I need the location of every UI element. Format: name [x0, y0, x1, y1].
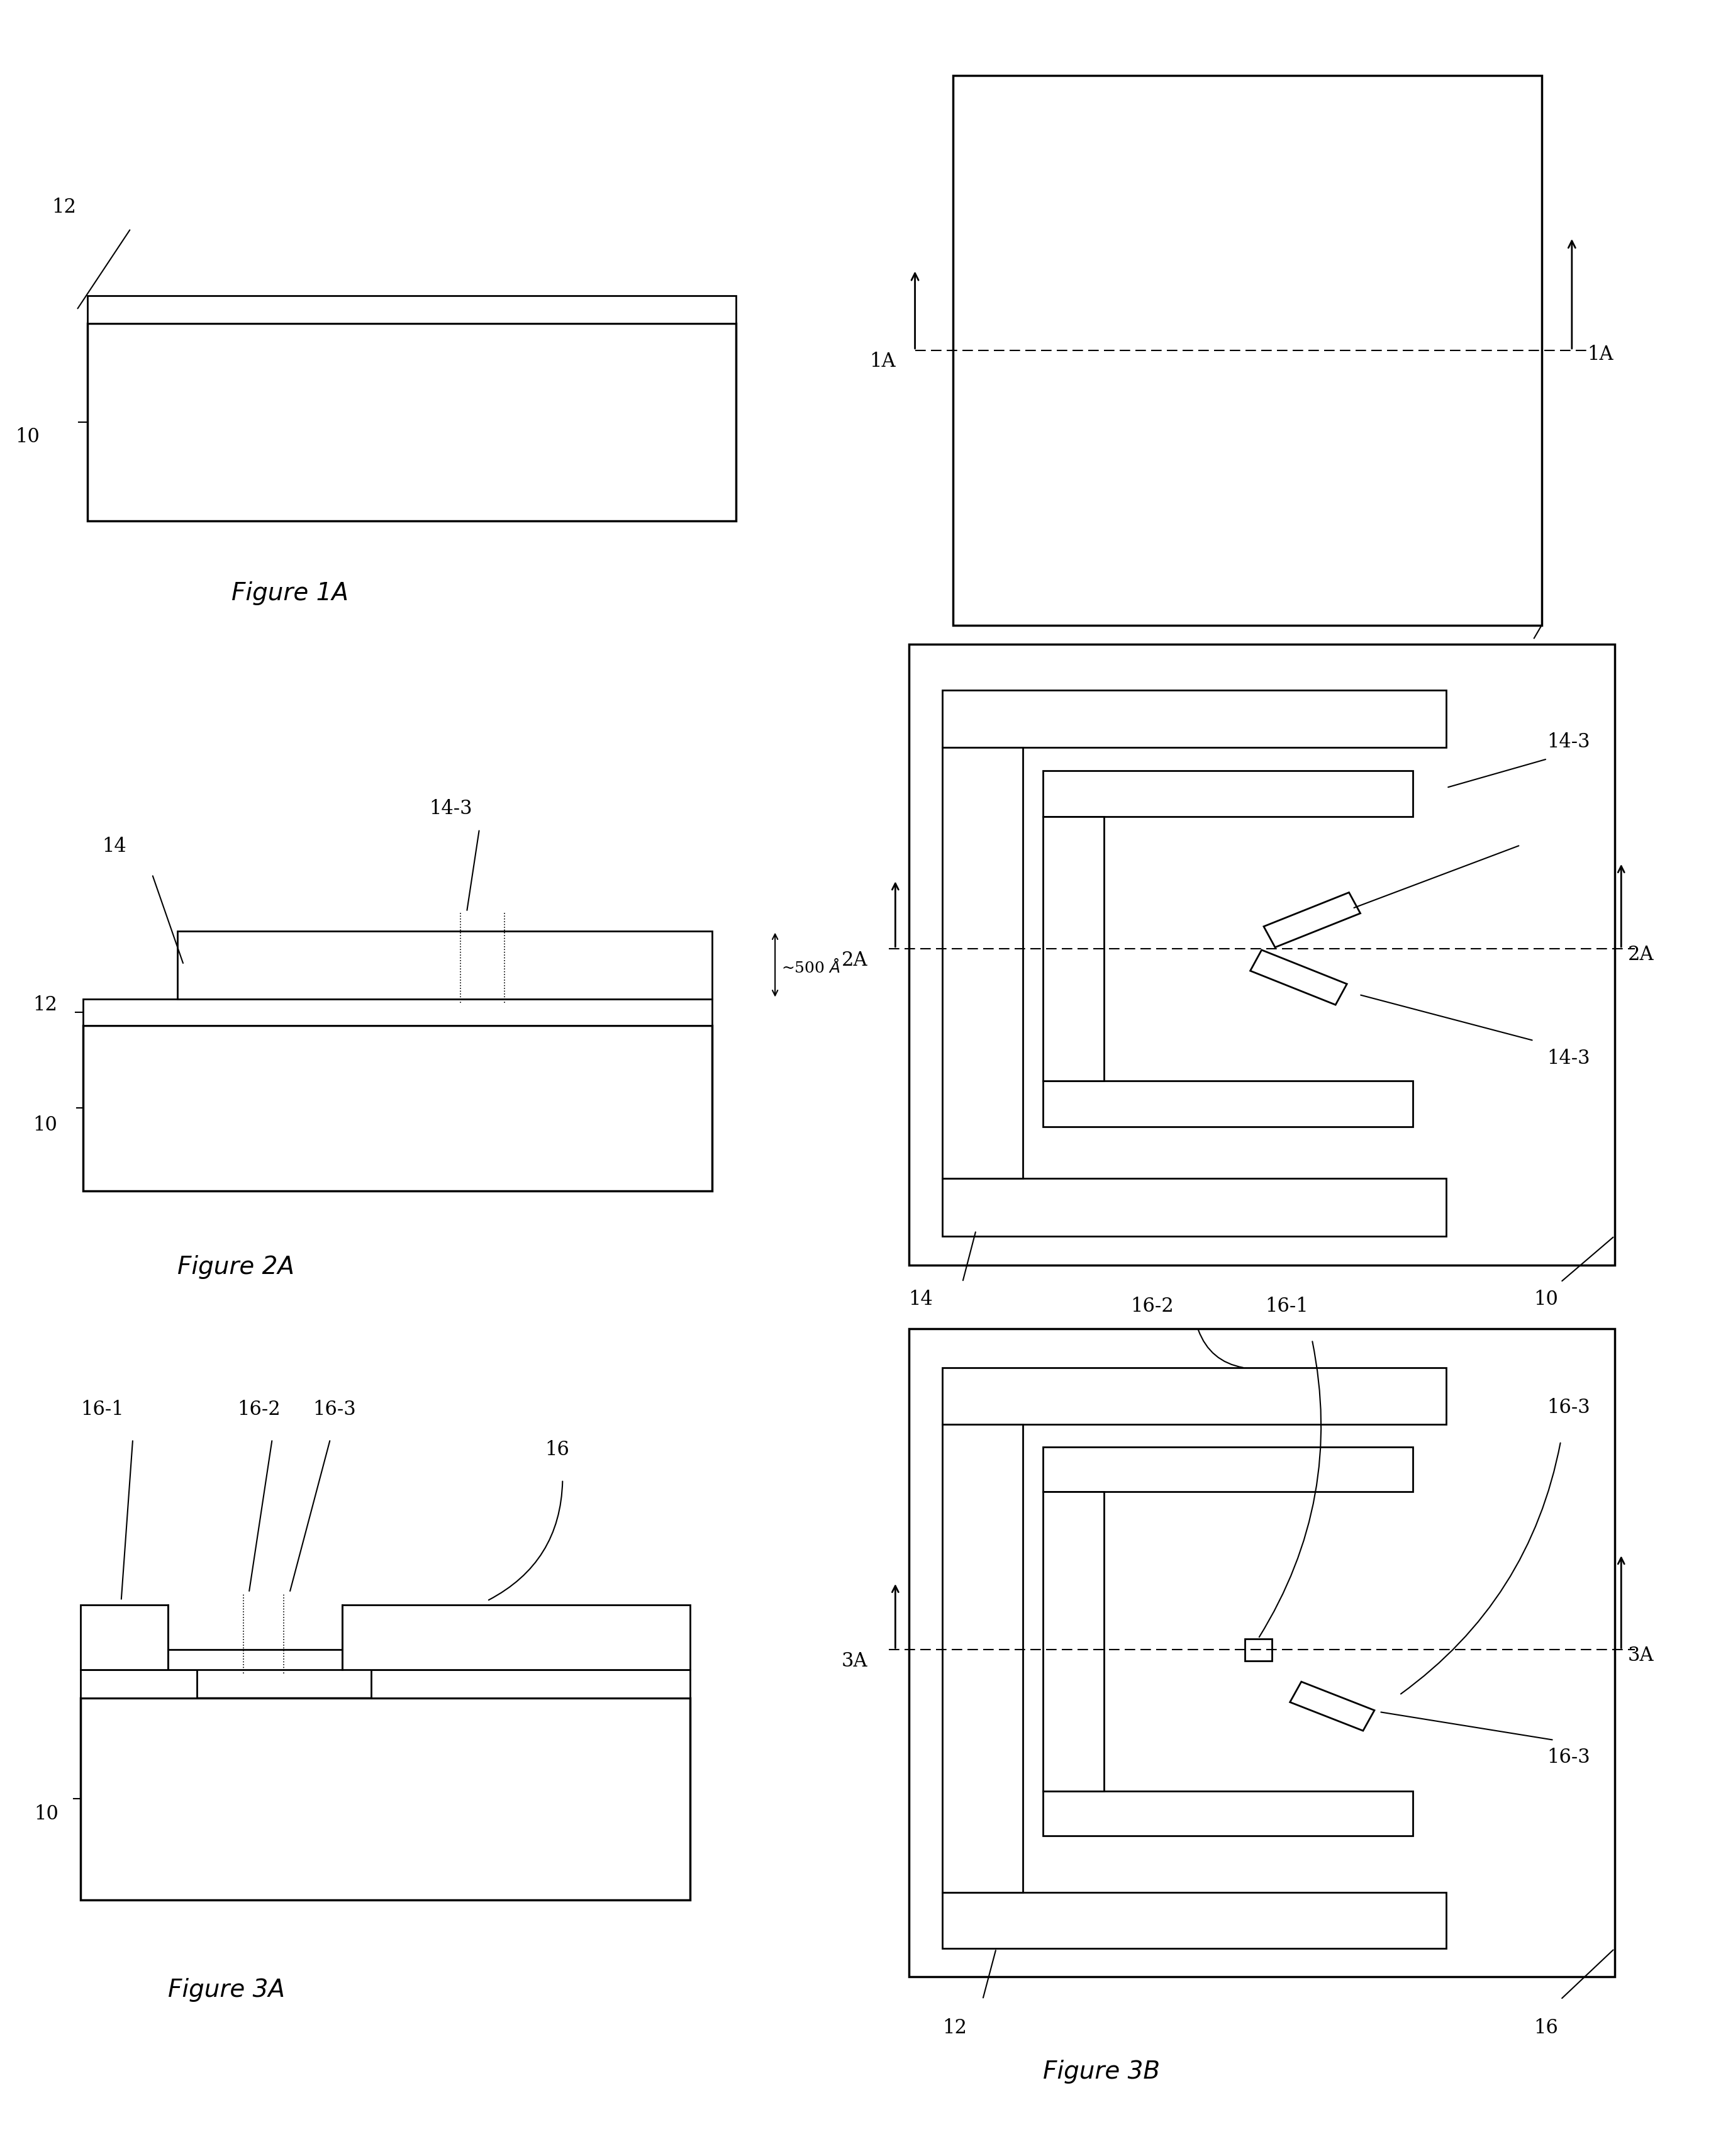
- Text: 16-1: 16-1: [81, 1399, 124, 1419]
- Text: 2A: 2A: [841, 951, 868, 970]
- Bar: [942, 690, 1447, 748]
- Text: 14-3: 14-3: [1548, 1048, 1591, 1067]
- Bar: [952, 75, 1541, 625]
- Bar: [177, 931, 712, 998]
- Text: 10: 10: [34, 1805, 58, 1824]
- Bar: [1043, 1492, 1103, 1792]
- Text: 12: 12: [51, 198, 76, 218]
- Text: Figure 1B: Figure 1B: [1043, 722, 1160, 746]
- Text: 16-3: 16-3: [1548, 1397, 1591, 1416]
- Text: 16-3: 16-3: [1548, 1749, 1591, 1768]
- Bar: [942, 1893, 1447, 1949]
- Text: 16-2: 16-2: [1131, 1296, 1174, 1315]
- Text: 3A: 3A: [841, 1651, 868, 1671]
- Text: 16: 16: [1534, 2018, 1558, 2037]
- Bar: [942, 1425, 1023, 1893]
- Text: Figure 3A: Figure 3A: [168, 1977, 285, 2003]
- Bar: [1043, 770, 1412, 817]
- Bar: [81, 1604, 168, 1669]
- Bar: [82, 998, 712, 1026]
- Text: 12: 12: [1481, 655, 1505, 675]
- Bar: [88, 295, 736, 323]
- Bar: [81, 1699, 690, 1899]
- Bar: [942, 748, 1023, 1179]
- Bar: [82, 1024, 712, 1190]
- Text: 12: 12: [33, 994, 57, 1015]
- Bar: [1244, 1639, 1272, 1660]
- Bar: [88, 323, 736, 522]
- Bar: [1043, 817, 1103, 1080]
- Text: 12: 12: [942, 2018, 966, 2037]
- Text: 1A: 1A: [1587, 345, 1613, 364]
- Text: ~500 $\AA$: ~500 $\AA$: [781, 959, 841, 975]
- Bar: [168, 1649, 341, 1669]
- Bar: [1043, 1792, 1412, 1837]
- Bar: [341, 1604, 690, 1669]
- Text: 10: 10: [1534, 1289, 1558, 1309]
- Bar: [81, 1669, 197, 1699]
- Bar: [942, 1179, 1447, 1235]
- Text: 10: 10: [15, 427, 39, 446]
- Text: 14-3: 14-3: [429, 798, 472, 819]
- Bar: [1290, 1682, 1375, 1731]
- Text: 16-3: 16-3: [312, 1399, 357, 1419]
- Text: 14: 14: [101, 837, 127, 856]
- Text: Figure 1A: Figure 1A: [232, 582, 348, 606]
- Text: 2A: 2A: [1628, 944, 1654, 964]
- Text: 16-1: 16-1: [1265, 1296, 1308, 1315]
- Bar: [1251, 951, 1347, 1005]
- Text: 10: 10: [33, 1115, 57, 1136]
- Text: 14: 14: [909, 1289, 934, 1309]
- Bar: [371, 1669, 690, 1699]
- Bar: [909, 1328, 1615, 1977]
- Bar: [1263, 893, 1361, 946]
- Text: 14-3: 14-3: [1548, 733, 1591, 752]
- Text: 1A: 1A: [870, 351, 896, 371]
- Text: 16-2: 16-2: [237, 1399, 281, 1419]
- Text: Figure 2B: Figure 2B: [1043, 1343, 1160, 1367]
- Bar: [1043, 1080, 1412, 1128]
- Bar: [1043, 1447, 1412, 1492]
- Text: Figure 2A: Figure 2A: [177, 1255, 295, 1279]
- Bar: [909, 645, 1615, 1266]
- Text: 16: 16: [546, 1440, 570, 1460]
- Text: 3A: 3A: [1628, 1645, 1654, 1667]
- Bar: [942, 1367, 1447, 1425]
- Text: Figure 3B: Figure 3B: [1043, 2059, 1160, 2083]
